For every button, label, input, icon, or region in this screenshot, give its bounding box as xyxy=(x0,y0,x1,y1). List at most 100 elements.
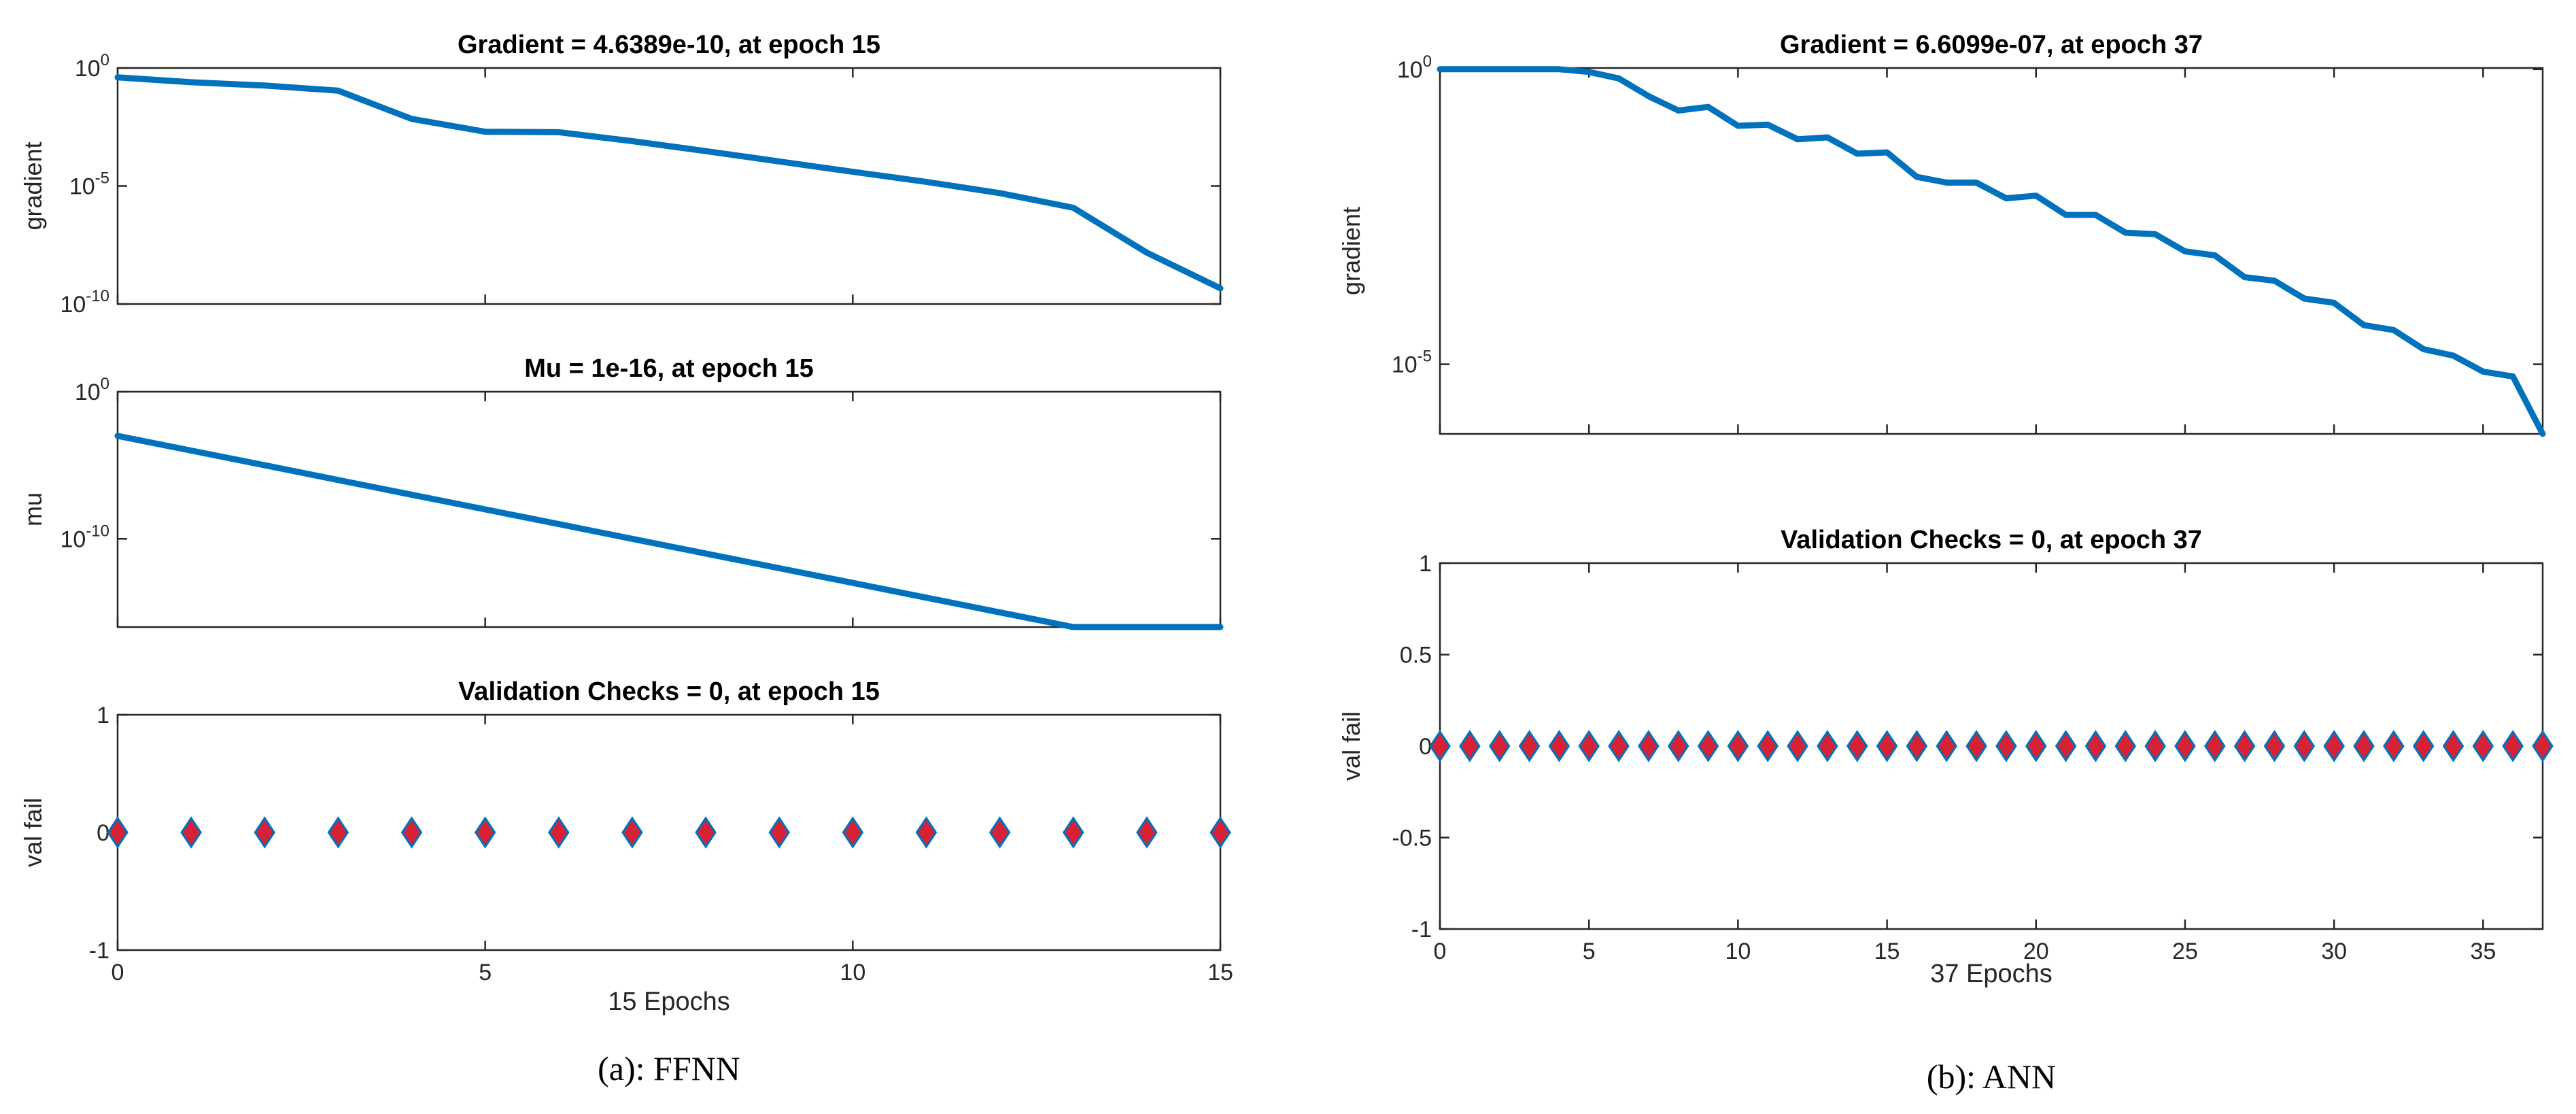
y-axis-label: val fail xyxy=(19,798,47,867)
data-point-diamond xyxy=(2353,730,2375,762)
x-tick-label: 15 xyxy=(1874,939,1900,964)
data-point-diamond xyxy=(2055,730,2077,762)
data-point-diamond xyxy=(2174,730,2196,762)
y-tick-label: -1 xyxy=(89,938,109,964)
x-tick-label: 5 xyxy=(1583,939,1596,964)
data-point-diamond xyxy=(2412,730,2435,762)
data-point-diamond xyxy=(768,816,791,849)
data-point-diamond xyxy=(1518,730,1541,762)
data-point-diamond xyxy=(2442,730,2465,762)
chart-title: Gradient = 6.6099e-07, at epoch 37 xyxy=(1780,31,2203,59)
data-point-diamond xyxy=(621,816,643,849)
plot-area xyxy=(116,713,1222,951)
data-point-diamond xyxy=(2144,730,2166,762)
data-point-diamond xyxy=(2472,730,2494,762)
y-axis-label: val fail xyxy=(1337,711,1365,781)
x-axis-label: 15 Epochs xyxy=(608,988,730,1016)
chart-title: Validation Checks = 0, at epoch 15 xyxy=(458,677,880,706)
data-point-diamond xyxy=(2263,730,2286,762)
panel-caption: (b): ANN xyxy=(1927,1058,2056,1096)
panel-b: Gradient = 6.6099e-07, at epoch 37 gradie… xyxy=(1337,31,2554,1096)
x-tick-label: 15 xyxy=(1207,960,1233,985)
data-point-diamond xyxy=(915,816,938,849)
data-point-diamond xyxy=(2084,730,2107,762)
y-tick-label: 10-10 xyxy=(60,522,109,552)
y-tick-label: 0 xyxy=(97,820,109,846)
data-point-diamond xyxy=(1459,730,1481,762)
y-tick-label: 0.5 xyxy=(1400,643,1432,669)
data-point-diamond xyxy=(1429,730,1451,762)
data-point-diamond xyxy=(1846,730,1868,762)
x-tick-label: 0 xyxy=(1434,939,1447,964)
data-point-diamond xyxy=(1578,730,1600,762)
y-axis-label: mu xyxy=(19,492,47,526)
x-tick-label: 10 xyxy=(840,960,865,985)
data-point-diamond xyxy=(2502,730,2524,762)
data-point-diamond xyxy=(254,816,276,849)
data-point-diamond xyxy=(1209,816,1231,849)
data-point-diamond xyxy=(1906,730,1928,762)
data-point-diamond xyxy=(474,816,496,849)
data-point-diamond xyxy=(1608,730,1630,762)
data-point-diamond xyxy=(2025,730,2047,762)
plot-area xyxy=(116,67,1222,305)
data-point-diamond xyxy=(1787,730,1808,762)
data-point-diamond xyxy=(1638,730,1660,762)
data-point-diamond xyxy=(327,816,349,849)
y-axis-label: gradient xyxy=(19,141,47,230)
y-tick-label: 100 xyxy=(75,51,109,82)
data-point-diamond xyxy=(2293,730,2316,762)
data-point-diamond xyxy=(842,816,864,849)
data-point-diamond xyxy=(1697,730,1719,762)
data-point-diamond xyxy=(2233,730,2256,762)
chart-title: Validation Checks = 0, at epoch 37 xyxy=(1781,526,2202,554)
y-tick-label: 10-10 xyxy=(60,287,109,318)
chart-title: Mu = 1e-16, at epoch 15 xyxy=(524,354,814,383)
y-tick-label: 10-5 xyxy=(1392,348,1432,378)
x-tick-label: 20 xyxy=(2023,939,2049,964)
chart-a-2: Validation Checks = 0, at epoch 15 val fa… xyxy=(19,677,1233,985)
y-axis-label: gradient xyxy=(1337,207,1365,295)
panel-a: Gradient = 4.6389e-10, at epoch 15 gradie… xyxy=(19,31,1233,1087)
series-line xyxy=(1437,66,2546,437)
x-axis-label: 37 Epochs xyxy=(1930,960,2053,988)
y-tick-label: -1 xyxy=(1411,917,1432,943)
data-point-diamond xyxy=(547,816,570,849)
plot-area xyxy=(116,390,1222,628)
data-point-diamond xyxy=(2532,730,2554,762)
y-tick-label: 100 xyxy=(75,375,109,405)
data-point-diamond xyxy=(1876,730,1898,762)
data-point-diamond xyxy=(989,816,1011,849)
data-point-diamond xyxy=(1488,730,1511,762)
data-point-diamond xyxy=(2323,730,2345,762)
series-line xyxy=(114,433,1224,630)
data-point-diamond xyxy=(1548,730,1570,762)
x-tick-label: 25 xyxy=(2172,939,2198,964)
panel-caption: (a): FFNN xyxy=(598,1049,740,1087)
data-point-diamond xyxy=(107,816,128,849)
data-point-diamond xyxy=(180,816,202,849)
chart-a-1: Mu = 1e-16, at epoch 15 mu 100 10-10 xyxy=(19,354,1224,630)
data-point-diamond xyxy=(1817,730,1838,762)
data-point-diamond xyxy=(1727,730,1749,762)
data-point-diamond xyxy=(1062,816,1084,849)
data-point-diamond xyxy=(1965,730,1987,762)
data-point-diamond xyxy=(2203,730,2226,762)
chart-title: Gradient = 4.6389e-10, at epoch 15 xyxy=(458,31,880,59)
data-point-diamond xyxy=(1136,816,1158,849)
x-tick-label: 35 xyxy=(2470,939,2496,964)
data-point-diamond xyxy=(400,816,423,849)
data-point-diamond xyxy=(1995,730,2017,762)
x-tick-label: 0 xyxy=(111,960,124,985)
plot-area xyxy=(1439,562,2544,930)
y-tick-label: 10-5 xyxy=(69,169,109,200)
y-tick-label: 1 xyxy=(1419,551,1432,577)
x-tick-label: 30 xyxy=(2321,939,2347,964)
chart-a-0: Gradient = 4.6389e-10, at epoch 15 gradie… xyxy=(19,31,1224,318)
data-point-diamond xyxy=(1667,730,1689,762)
y-tick-label: 0 xyxy=(1419,734,1432,760)
chart-b-1: Validation Checks = 0, at epoch 37 val fa… xyxy=(1337,526,2554,964)
x-tick-label: 5 xyxy=(479,960,492,985)
data-point-diamond xyxy=(695,816,717,849)
y-tick-label: 1 xyxy=(97,703,109,728)
